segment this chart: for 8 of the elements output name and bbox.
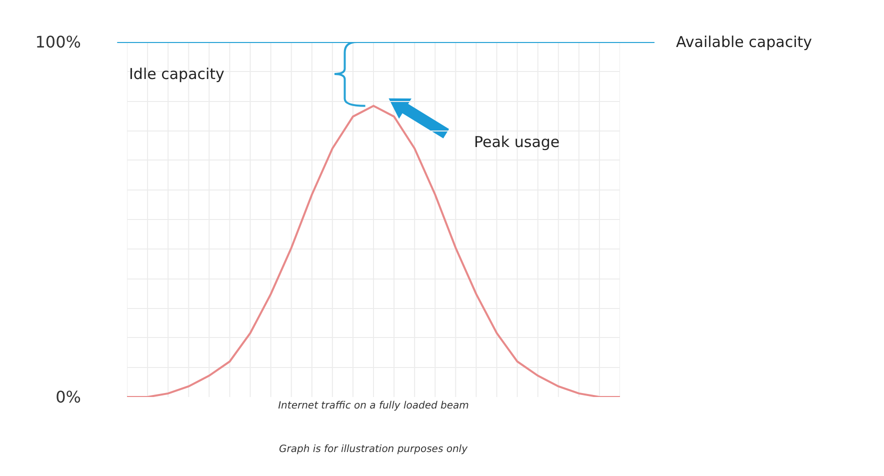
x-axis-title: Internet traffic on a fully loaded beam [278,400,470,412]
ref-line-label: Available capacity [676,33,812,51]
annotation: Idle capacity [129,65,225,83]
y-tick-label: 100% [35,32,81,52]
y-tick-label: 0% [56,388,81,407]
line-series [127,104,620,397]
text: Graph is for illustration purposes only [279,444,469,455]
annotation: Peak usage [474,133,560,151]
